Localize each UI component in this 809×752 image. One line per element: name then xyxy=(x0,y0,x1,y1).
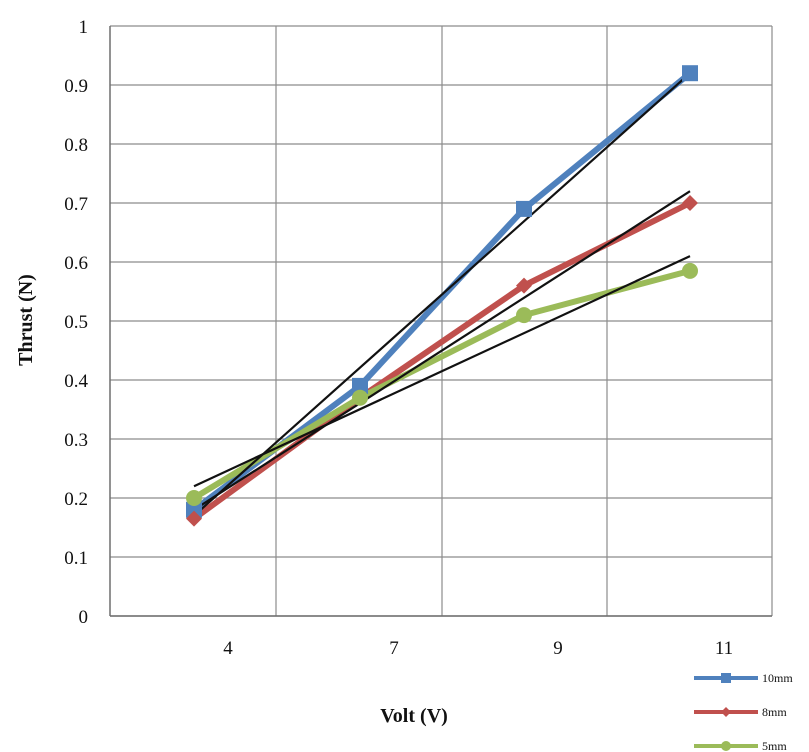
y-tick-label: 0.3 xyxy=(64,430,88,451)
series-markers xyxy=(186,65,698,527)
legend-marker-8mm xyxy=(721,707,731,717)
x-tick-label: 4 xyxy=(223,638,233,659)
data-point-10mm xyxy=(516,200,532,217)
x-tick-label: 9 xyxy=(553,638,563,659)
trendline-10mm xyxy=(193,72,691,517)
y-tick-label: 0.1 xyxy=(64,548,88,569)
data-point-5mm xyxy=(186,490,202,506)
grid xyxy=(109,25,773,617)
legend-marker-10mm xyxy=(721,673,731,683)
data-point-8mm xyxy=(186,510,202,527)
trendlines xyxy=(193,72,691,517)
legend: 10mm 8mm 5mm xyxy=(694,671,793,752)
x-tick-label: 7 xyxy=(389,638,399,659)
y-tick-label: 0.4 xyxy=(64,371,88,392)
trendline-5mm xyxy=(193,255,691,488)
y-tick-labels: 0 0.1 0.2 0.3 0.4 0.5 0.6 0.7 0.8 0.9 1 xyxy=(64,17,88,628)
data-point-10mm xyxy=(186,501,202,518)
data-point-5mm xyxy=(516,307,532,324)
y-tick-label: 0.6 xyxy=(64,253,88,274)
y-tick-label: 0 xyxy=(79,607,89,628)
y-tick-label: 0.5 xyxy=(64,312,88,333)
legend-label-8mm: 8mm xyxy=(762,705,787,719)
x-tick-label: 11 xyxy=(715,638,733,659)
data-point-5mm xyxy=(352,389,368,406)
legend-marker-5mm xyxy=(721,741,731,751)
legend-label-5mm: 5mm xyxy=(762,739,787,752)
x-tick-labels: 4 7 9 11 xyxy=(223,638,733,659)
y-tick-label: 0.9 xyxy=(64,76,88,97)
data-point-5mm xyxy=(682,262,698,279)
data-point-8mm xyxy=(682,195,698,211)
trendline-8mm xyxy=(193,190,691,511)
data-point-10mm xyxy=(352,377,368,394)
x-axis-title: Volt (V) xyxy=(380,705,448,727)
y-tick-label: 1 xyxy=(79,17,89,38)
y-tick-label: 0.8 xyxy=(64,135,88,156)
y-axis-title: Thrust (N) xyxy=(15,274,37,366)
y-tick-label: 0.7 xyxy=(64,194,88,215)
y-tick-label: 0.2 xyxy=(64,489,88,510)
data-point-8mm xyxy=(516,277,532,294)
legend-label-10mm: 10mm xyxy=(762,671,793,685)
data-point-10mm xyxy=(682,65,698,82)
